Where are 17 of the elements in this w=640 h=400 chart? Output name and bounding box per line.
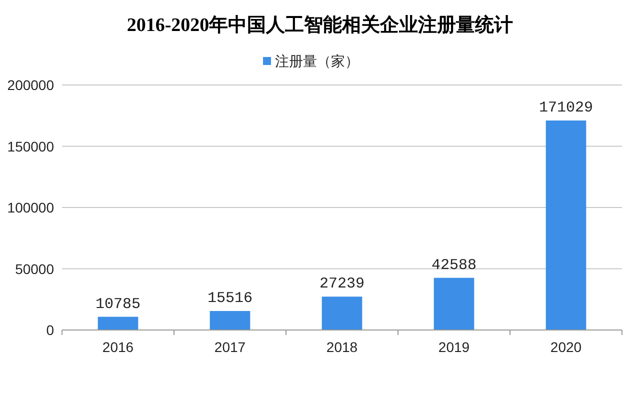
ytick-label: 200000 — [7, 77, 54, 93]
ytick-label: 50000 — [15, 260, 54, 277]
legend-label: 注册量（家） — [275, 53, 359, 69]
data-label: 15516 — [208, 290, 252, 307]
ytick-label: 150000 — [7, 138, 54, 154]
xtick-label: 2019 — [438, 339, 470, 355]
ytick-label: 0 — [46, 322, 54, 338]
title: 2016-2020年中国人工智能相关企业注册量统计 — [126, 15, 514, 36]
xtick-label: 2018 — [326, 339, 358, 355]
data-label: 42588 — [432, 256, 476, 274]
data-label: 171029 — [539, 100, 593, 116]
xtick-label: 2016 — [102, 339, 134, 355]
ytick-label: 100000 — [7, 200, 54, 216]
data-label: 10785 — [96, 296, 140, 313]
xtick-label: 2017 — [214, 339, 246, 355]
xtick-label: 2020 — [550, 339, 582, 355]
data-label: 27239 — [320, 276, 364, 293]
